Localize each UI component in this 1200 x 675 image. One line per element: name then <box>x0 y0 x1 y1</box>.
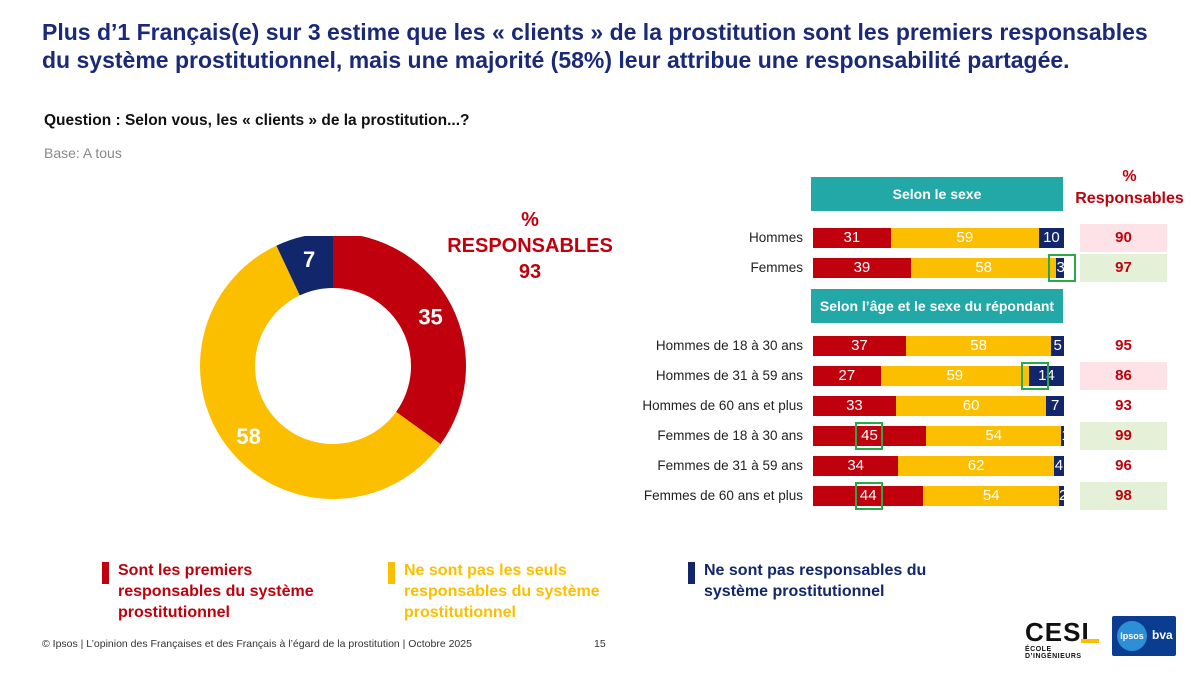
donut-slice-premiers <box>333 236 466 445</box>
bar-seg-pas-seuls: 58 <box>905 336 1052 356</box>
cesi-logo-underline <box>1081 639 1099 643</box>
bar-seg-premiers: 44 <box>813 482 924 510</box>
donut-chart: 35 58 7 <box>200 236 466 499</box>
donut-responsables-pct: % <box>521 209 539 231</box>
bar-seg-pas-responsables: 5 <box>1051 336 1064 356</box>
bar-seg-pas-seuls: 54 <box>925 426 1062 446</box>
section-header-sexe: Selon le sexe <box>811 177 1063 211</box>
question-text: Question : Selon vous, les « clients » d… <box>44 112 470 129</box>
bar-row: 31 59 10 <box>813 228 1064 248</box>
donut-label-pas-seuls: 58 <box>236 424 260 449</box>
bar-seg-pas-responsables: 14 <box>1020 362 1064 390</box>
bar-seg-pas-responsables: 3 <box>1048 254 1077 282</box>
donut-responsables-callout: % RESPONSABLES 93 <box>440 207 620 285</box>
legend-item-pas-seuls: Ne sont pas les seuls responsables du sy… <box>388 560 634 623</box>
legend-swatch-red <box>102 562 109 584</box>
page-title: Plus d’1 Français(e) sur 3 estime que le… <box>42 19 1148 73</box>
bar-row: 34 62 4 <box>813 456 1064 476</box>
highlight-box <box>1048 254 1077 282</box>
bar-seg-pas-seuls: 60 <box>895 396 1047 416</box>
base-text: Base: A tous <box>44 145 122 161</box>
section-header-age: Selon l’âge et le sexe du répondant <box>811 289 1063 323</box>
responsables-cell: 93 <box>1115 397 1132 414</box>
responsables-cell: 95 <box>1115 337 1132 354</box>
bar-seg-pas-seuls: 59 <box>890 228 1039 248</box>
bar-seg-pas-responsables: 10 <box>1038 228 1064 248</box>
bva-logo-text: bva <box>1152 628 1173 642</box>
bar-seg-pas-seuls: 58 <box>910 258 1057 278</box>
cesi-logo-text: CESI <box>1025 617 1090 647</box>
bar-seg-pas-seuls: 54 <box>923 486 1059 506</box>
bar-seg-pas-responsables: 1 <box>1061 426 1070 446</box>
bar-row: 37 58 5 <box>813 336 1064 356</box>
row-label: Femmes de 18 à 30 ans <box>657 428 803 443</box>
donut-responsables-value: 93 <box>518 261 542 283</box>
bar-seg-premiers: 34 <box>813 456 899 476</box>
legend-label-premiers: Sont les premiers responsables du systèm… <box>118 562 314 621</box>
responsables-header-pct: % <box>1122 168 1137 185</box>
ipsos-logo-badge: Ipsos <box>1117 621 1147 651</box>
legend-swatch-navy <box>688 562 695 584</box>
highlight-box <box>855 422 883 450</box>
legend-swatch-yellow <box>388 562 395 584</box>
legend-item-premiers: Sont les premiers responsables du systèm… <box>102 560 348 623</box>
bar-seg-pas-seuls: 59 <box>880 366 1029 386</box>
bar-seg-premiers: 39 <box>813 258 911 278</box>
ipsos-bva-logo: Ipsos bva <box>1112 616 1176 656</box>
donut-slice-pas-responsables <box>276 236 333 296</box>
highlight-box <box>855 482 883 510</box>
donut-label-premiers: 35 <box>418 304 442 329</box>
responsables-cell: 90 <box>1080 224 1167 252</box>
cesi-logo: CESI ÉCOLE D’INGÉNIEURS <box>1025 618 1099 660</box>
footer-source: © Ipsos | L’opinion des Françaises et de… <box>42 638 472 650</box>
bar-seg-pas-seuls: 62 <box>898 456 1054 476</box>
responsables-header-label: Responsables <box>1075 190 1184 207</box>
responsables-cell: 99 <box>1080 422 1167 450</box>
legend-label-pas-responsables: Ne sont pas responsables du système pros… <box>704 562 927 600</box>
row-label: Femmes de 31 à 59 ans <box>657 458 803 473</box>
bar-row: 33 60 7 <box>813 396 1064 416</box>
responsables-header: % Responsables <box>1072 166 1187 210</box>
row-label: Hommes <box>748 230 803 245</box>
legend-item-pas-responsables: Ne sont pas responsables du système pros… <box>688 560 934 602</box>
bar-row: 27 59 14 <box>813 362 1064 390</box>
donut-label-pas-responsables: 7 <box>303 247 315 272</box>
donut-slice-pas-seuls <box>200 245 441 499</box>
bar-seg-premiers: 31 <box>813 228 891 248</box>
bar-seg-pas-responsables: 4 <box>1053 456 1064 476</box>
bar-seg-premiers: 45 <box>813 422 926 450</box>
bar-row: 44 54 2 <box>813 482 1068 510</box>
bar-row: 45 54 1 <box>813 422 1070 450</box>
responsables-cell: 86 <box>1080 362 1167 390</box>
responsables-cell: 98 <box>1080 482 1167 510</box>
row-label: Hommes de 31 à 59 ans <box>655 368 803 383</box>
donut-responsables-label: RESPONSABLES <box>447 235 613 257</box>
row-label: Hommes de 18 à 30 ans <box>655 338 803 353</box>
highlight-box <box>1020 362 1049 390</box>
cesi-logo-subtitle: ÉCOLE D’INGÉNIEURS <box>1025 646 1082 660</box>
bar-seg-premiers: 27 <box>813 366 881 386</box>
legend-label-pas-seuls: Ne sont pas les seuls responsables du sy… <box>404 562 600 621</box>
bar-seg-premiers: 33 <box>813 396 896 416</box>
row-label: Femmes de 60 ans et plus <box>643 488 803 503</box>
responsables-cell: 97 <box>1080 254 1167 282</box>
page-number: 15 <box>594 638 606 650</box>
bar-seg-pas-responsables: 7 <box>1046 396 1064 416</box>
row-label: Hommes de 60 ans et plus <box>642 398 803 413</box>
responsables-cell: 96 <box>1115 457 1132 474</box>
bar-seg-premiers: 37 <box>813 336 906 356</box>
bar-row: 39 58 3 <box>813 254 1077 282</box>
row-label: Femmes <box>750 260 803 275</box>
bar-seg-pas-responsables: 2 <box>1058 486 1068 506</box>
